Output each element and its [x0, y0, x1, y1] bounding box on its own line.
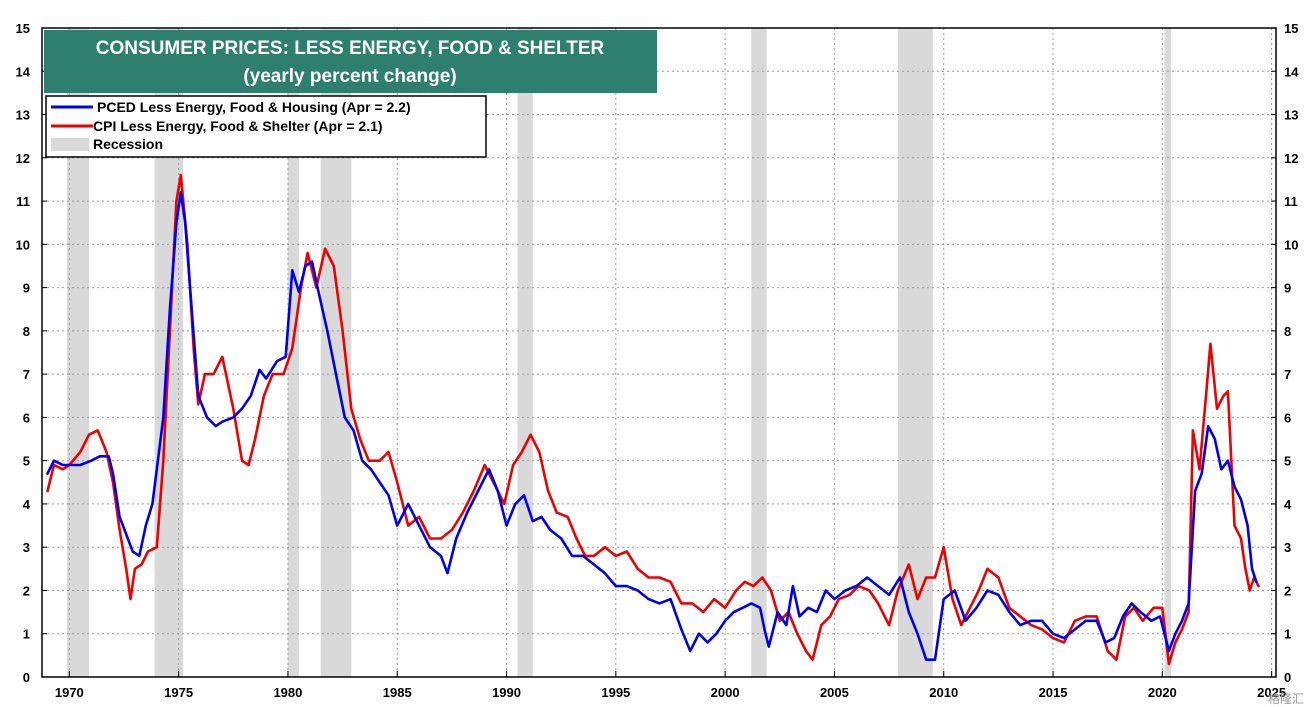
y-tick-label-left-13: 13: [16, 108, 30, 123]
legend-label-pced: PCED Less Energy, Food & Housing (Apr = …: [97, 99, 411, 115]
chart-subtitle: (yearly percent change): [243, 66, 456, 87]
x-tick-label-1970: 1970: [55, 685, 84, 700]
y-tick-label-left-9: 9: [23, 281, 30, 296]
x-tick-label-2000: 2000: [711, 685, 740, 700]
y-tick-label-left-11: 11: [16, 194, 30, 209]
legend: PCED Less Energy, Food & Housing (Apr = …: [45, 95, 487, 158]
legend-box: [45, 95, 487, 158]
recession-band-1: [67, 28, 89, 677]
x-tick-label-2020: 2020: [1148, 685, 1177, 700]
recession-band-6: [751, 28, 767, 677]
y-tick-label-left-0: 0: [23, 670, 30, 685]
y-tick-label-right-4: 4: [1284, 497, 1292, 512]
y-tick-label-left-6: 6: [23, 410, 30, 425]
y-tick-label-left-10: 10: [16, 237, 30, 252]
y-tick-label-right-14: 14: [1284, 64, 1299, 79]
recession-band-7: [897, 28, 933, 677]
y-tick-label-left-2: 2: [23, 583, 30, 598]
plot-frame: [41, 27, 1277, 678]
y-tick-label-left-5: 5: [23, 454, 30, 469]
x-tick-label-1980: 1980: [273, 685, 302, 700]
watermark-text: 格隆汇: [1268, 691, 1304, 706]
y-tick-label-right-11: 11: [1284, 194, 1298, 209]
y-tick-label-right-12: 12: [1284, 151, 1298, 166]
y-tick-label-left-4: 4: [23, 497, 31, 512]
y-tick-label-left-3: 3: [23, 540, 30, 555]
y-tick-label-right-13: 13: [1284, 108, 1298, 123]
y-tick-label-right-3: 3: [1284, 540, 1291, 555]
y-tick-label-right-0: 0: [1284, 670, 1291, 685]
x-tick-label-2005: 2005: [820, 685, 849, 700]
title-box: CONSUMER PRICES: LESS ENERGY, FOOD & SHE…: [44, 30, 657, 93]
y-tick-label-right-10: 10: [1284, 237, 1298, 252]
recession-band-3: [287, 28, 299, 677]
x-tick-label-1975: 1975: [164, 685, 193, 700]
x-tick-label-2015: 2015: [1039, 685, 1068, 700]
y-tick-label-right-2: 2: [1284, 583, 1291, 598]
y-tick-label-right-1: 1: [1284, 627, 1291, 642]
series-line-pced: [46, 191, 1258, 661]
x-tick-label-2025: 2025: [1257, 685, 1286, 700]
grid-lines: [42, 28, 1276, 677]
y-tick-label-right-6: 6: [1284, 410, 1291, 425]
legend-label-recession: Recession: [93, 136, 163, 152]
recession-band-8: [1164, 28, 1172, 677]
series-lines: [46, 173, 1260, 666]
y-tick-label-left-1: 1: [23, 627, 30, 642]
y-tick-label-left-15: 15: [16, 21, 30, 36]
y-tick-label-left-8: 8: [23, 324, 30, 339]
y-tick-label-right-15: 15: [1284, 21, 1298, 36]
y-tick-label-right-9: 9: [1284, 281, 1291, 296]
y-tick-label-right-8: 8: [1284, 324, 1291, 339]
y-tick-label-right-5: 5: [1284, 454, 1291, 469]
recession-band-5: [517, 28, 533, 677]
y-tick-label-left-12: 12: [16, 151, 30, 166]
legend-swatch-recession: [51, 138, 89, 151]
legend-label-cpi: CPI Less Energy, Food & Shelter (Apr = 2…: [93, 118, 383, 134]
y-tick-label-left-14: 14: [16, 64, 31, 79]
y-tick-label-right-7: 7: [1284, 367, 1291, 382]
x-tick-label-2010: 2010: [929, 685, 958, 700]
title-box-background: [44, 30, 657, 93]
x-tick-label-1995: 1995: [601, 685, 630, 700]
x-tick-label-1990: 1990: [492, 685, 521, 700]
x-tick-label-1985: 1985: [383, 685, 412, 700]
chart-title: CONSUMER PRICES: LESS ENERGY, FOOD & SHE…: [96, 38, 605, 59]
y-tick-label-left-7: 7: [23, 367, 30, 382]
